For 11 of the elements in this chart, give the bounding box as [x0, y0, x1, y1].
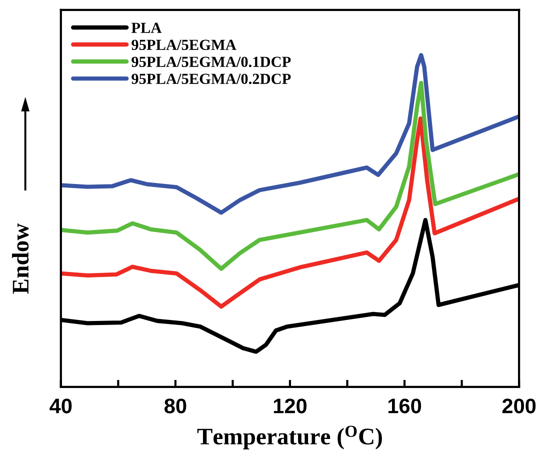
x-axis-title: Temperature ($^{O}$C) [197, 426, 382, 450]
x-tick-label: 80 [164, 398, 186, 414]
x-tick-label: 120 [274, 398, 307, 414]
legend-label: 95PLA/5EGMA/0.1DCP [132, 56, 291, 68]
x-tick-label: 40 [50, 398, 72, 414]
legend-label: PLA [131, 22, 162, 33]
y-axis-title: Endow [12, 223, 29, 294]
x-tick-label: 200 [502, 398, 536, 414]
legend-label: 95PLA/5EGMA/0.2DCP [132, 74, 291, 84]
legend-label: 95PLA/5EGMA [132, 40, 236, 50]
x-tick-label: 160 [388, 398, 422, 414]
